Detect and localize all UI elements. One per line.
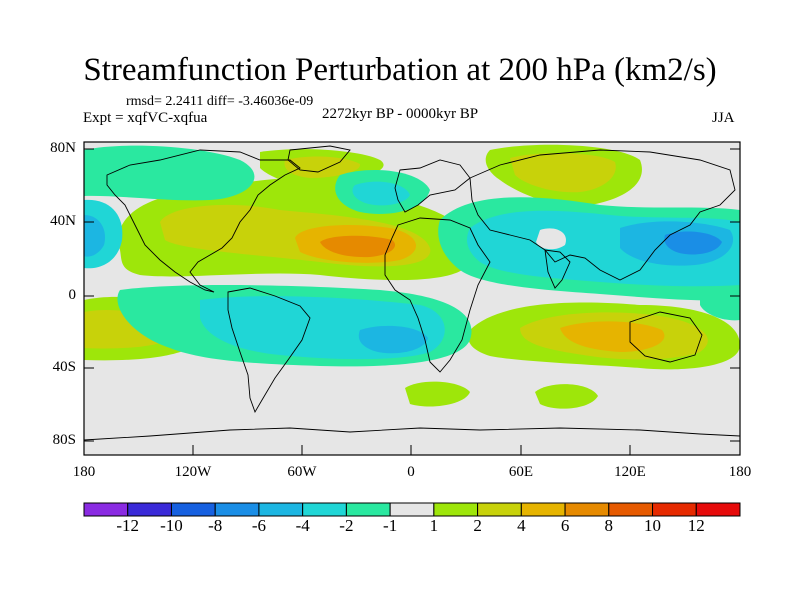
map-frame bbox=[83, 141, 741, 456]
contour-pacific-teal bbox=[84, 145, 255, 201]
coast-antarctica bbox=[84, 427, 740, 441]
lat-label-80n: 80N bbox=[50, 140, 76, 156]
colorbar-box bbox=[389, 502, 435, 517]
colorbar-box bbox=[302, 502, 347, 517]
lon-label-120e: 120E bbox=[614, 464, 646, 480]
colorbar-box bbox=[127, 502, 172, 517]
contour-tropical-blue bbox=[358, 325, 428, 354]
colorbar-box bbox=[652, 502, 697, 517]
coast-australia bbox=[629, 311, 703, 363]
contour-s-atlantic-green bbox=[405, 381, 470, 407]
stats-line: rmsd= 2.2411 diff= -3.46036e-09 bbox=[126, 94, 314, 109]
colorbar-label: 6 bbox=[560, 516, 570, 535]
lon-label-180w: 180 bbox=[72, 464, 96, 480]
coast-africa bbox=[384, 217, 491, 373]
colorbar-box bbox=[170, 502, 216, 517]
colorbar-label: -10 bbox=[160, 516, 183, 535]
lon-label-60w: 60W bbox=[287, 464, 317, 480]
coast-greenland bbox=[287, 145, 351, 173]
contour-asia-deep bbox=[664, 231, 722, 255]
coast-europe bbox=[394, 159, 471, 213]
colorbar-box bbox=[477, 502, 522, 517]
colorbar-box bbox=[83, 502, 129, 517]
lon-label-120w: 120W bbox=[174, 464, 212, 480]
colorbar-box bbox=[214, 502, 260, 517]
contour-indian-hole bbox=[536, 228, 566, 250]
colorbar-label: -8 bbox=[208, 516, 223, 535]
lat-label-40n: 40N bbox=[50, 213, 76, 229]
contour-n-atlantic-cyan bbox=[352, 181, 410, 206]
experiment-label: Expt = xqfVC-xqfua bbox=[83, 110, 208, 126]
colorbar-label: -6 bbox=[251, 516, 266, 535]
colorbar-label: -12 bbox=[116, 516, 140, 535]
colorbar-box bbox=[520, 502, 566, 517]
coastlines bbox=[84, 145, 740, 441]
contour-s-indian-orange bbox=[560, 321, 665, 352]
lat-label-40s: 40S bbox=[52, 359, 76, 375]
season-label: JJA bbox=[712, 110, 735, 126]
colorbar-label: 1 bbox=[429, 516, 439, 535]
contour-s-indian-green-2 bbox=[535, 384, 598, 409]
colorbar-box bbox=[258, 502, 304, 517]
lon-label-180e: 180 bbox=[728, 464, 752, 480]
colorbar-label: 8 bbox=[604, 516, 614, 535]
colorbar-label: 12 bbox=[687, 516, 705, 535]
colorbar-label: -4 bbox=[295, 516, 310, 535]
contour-ne-yellow bbox=[510, 153, 616, 193]
colorbar-box bbox=[564, 502, 610, 517]
coast-eurasia bbox=[469, 149, 736, 281]
colorbar-label: 4 bbox=[517, 516, 526, 535]
contour-field bbox=[84, 144, 740, 409]
lon-label-60e: 60E bbox=[508, 464, 534, 480]
coast-india bbox=[544, 249, 571, 289]
lat-label-80s: 80S bbox=[52, 432, 76, 448]
period-label: 2272kyr BP - 0000kyr BP bbox=[322, 106, 479, 122]
colorbar-label: -1 bbox=[383, 516, 398, 535]
lat-label-0: 0 bbox=[68, 287, 77, 303]
lon-ticks bbox=[83, 445, 741, 455]
colorbar-label: 10 bbox=[644, 516, 662, 535]
contour-pacific-blue bbox=[84, 215, 106, 257]
colorbar-label: -2 bbox=[339, 516, 354, 535]
coast-south-america bbox=[227, 287, 311, 414]
lat-ticks bbox=[84, 148, 740, 442]
contour-n-atlantic-core bbox=[320, 235, 396, 258]
lon-label-0: 0 bbox=[407, 464, 415, 480]
contour-arctic-yellow bbox=[284, 156, 361, 178]
colorbar-box bbox=[695, 502, 741, 517]
coast-north-america bbox=[106, 149, 301, 293]
colorbar-label: 2 bbox=[473, 516, 482, 535]
colorbar-box bbox=[345, 502, 391, 517]
map-title: Streamfunction Perturbation at 200 hPa (… bbox=[83, 52, 717, 88]
colorbar-box bbox=[608, 502, 654, 517]
negative-anomalies bbox=[84, 145, 740, 367]
colorbar-box bbox=[433, 502, 479, 517]
colorbar bbox=[83, 502, 741, 517]
